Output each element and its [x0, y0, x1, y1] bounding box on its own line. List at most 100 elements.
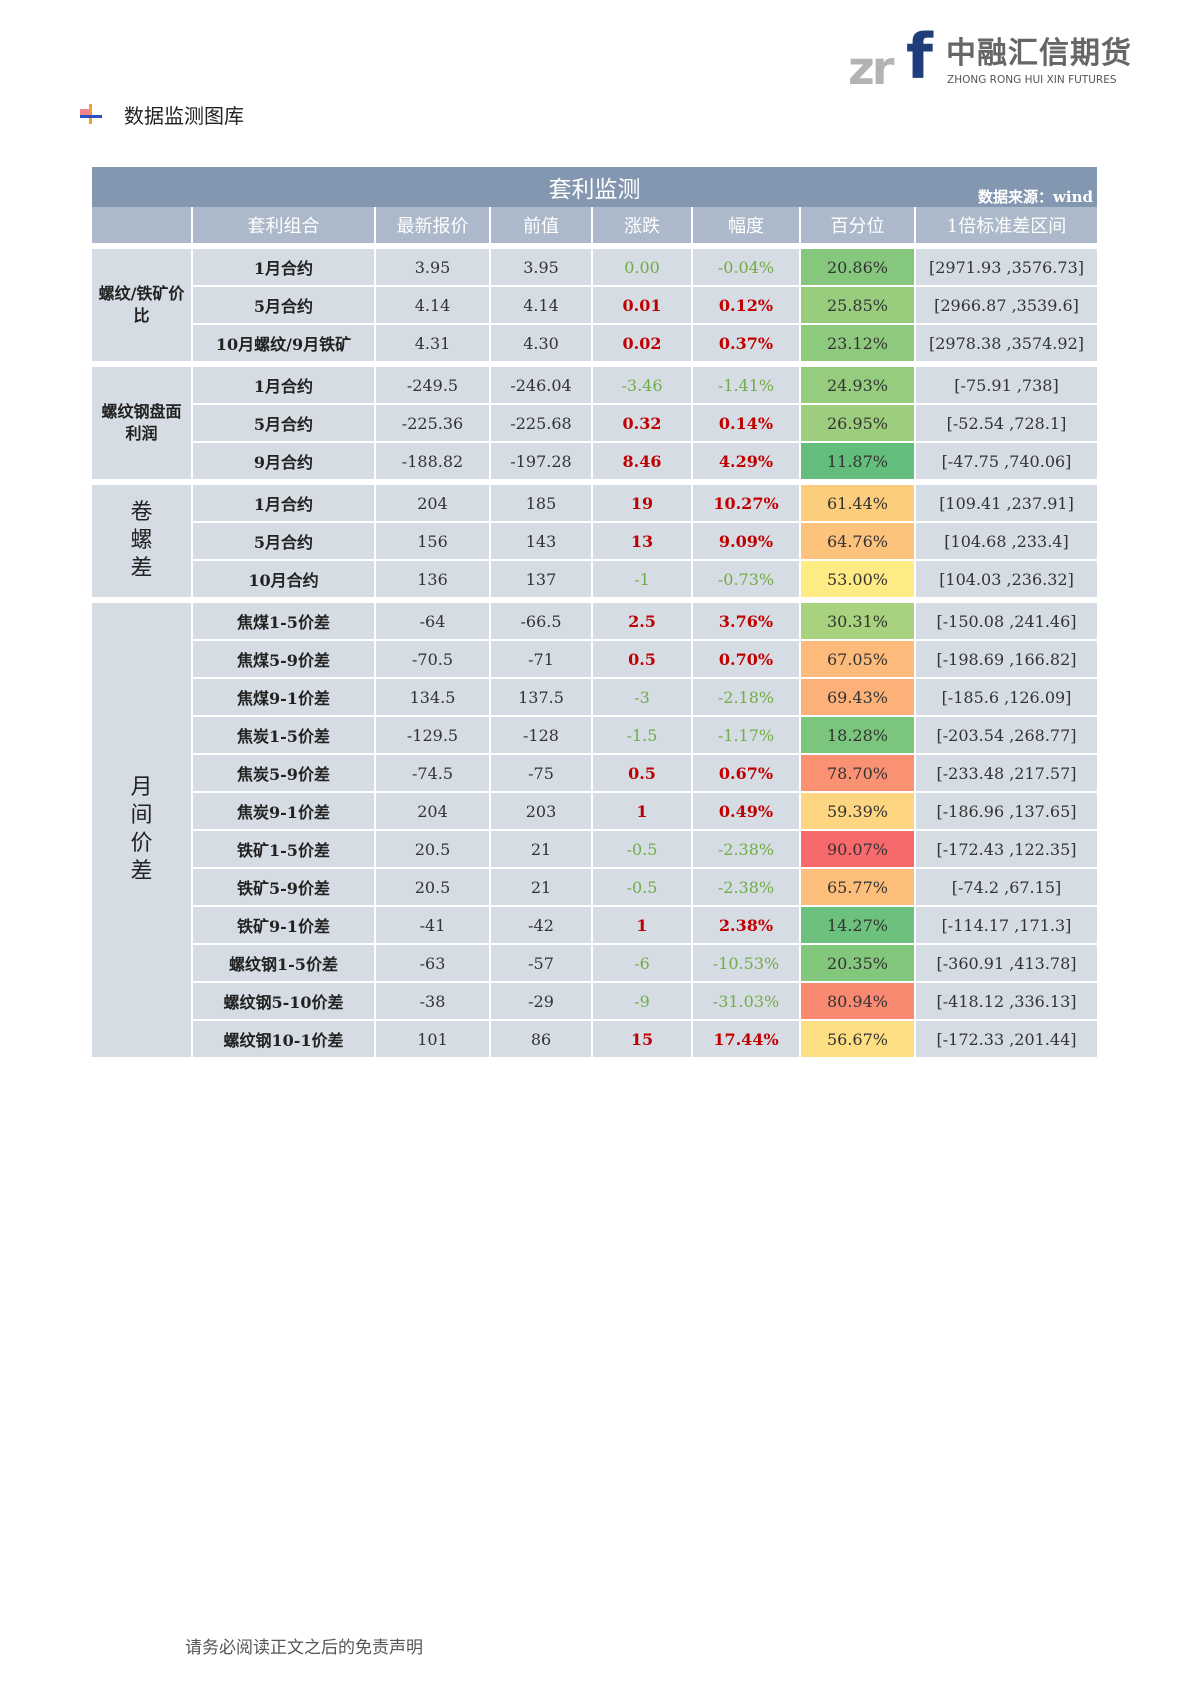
cell-latest: 136: [374, 559, 490, 600]
cell-pct: 0.14%: [691, 403, 800, 442]
cell-latest: -74.5: [374, 753, 490, 792]
cell-change: 0.32: [591, 403, 692, 442]
cell-change: 2.5: [591, 597, 692, 640]
cell-pct: 9.09%: [691, 521, 800, 560]
data-source: 数据来源：wind: [977, 188, 1093, 206]
table-row: 焦煤5-9价差 -70.5 -71 0.5 0.70% 67.05% [-198.69 ,1…: [92, 639, 1097, 678]
cell-percentile: 24.93%: [799, 361, 915, 404]
cell-change: -0.5: [591, 867, 692, 906]
cell-range: [-150.08 ,241.46]: [914, 597, 1097, 640]
cell-pct: 0.37%: [691, 323, 800, 364]
cell-prev: -75: [489, 753, 592, 792]
section-heading: 数据监测图库: [80, 100, 244, 129]
cell-latest: 20.5: [374, 829, 490, 868]
cell-prev: 3.95: [489, 243, 592, 286]
cell-name: 铁矿5-9价差: [191, 867, 375, 906]
cell-range: [-172.43 ,122.35]: [914, 829, 1097, 868]
table-row: 卷螺差 1月合约 204 185 19 10.27% 61.44% [109.41 ,237.…: [92, 479, 1097, 600]
cell-name: 5月合约: [191, 521, 375, 560]
cell-change: -1: [591, 559, 692, 600]
header-prev: 前值: [489, 207, 592, 246]
cell-range: [-172.33 ,201.44]: [914, 1019, 1097, 1057]
cell-prev: 143: [489, 521, 592, 560]
cell-percentile: 69.43%: [799, 677, 915, 716]
cell-latest: 204: [374, 791, 490, 830]
cell-range: [104.03 ,236.32]: [914, 559, 1097, 600]
table-row: 螺纹钢10-1价差 101 86 15 17.44% 56.67% [-172.33 ,20…: [92, 1019, 1097, 1057]
cell-change: 0.5: [591, 639, 692, 678]
cell-pct: 17.44%: [691, 1019, 800, 1057]
cell-percentile: 20.35%: [799, 943, 915, 982]
cell-prev: -225.68: [489, 403, 592, 442]
cell-latest: -188.82: [374, 441, 490, 482]
cell-pct: 10.27%: [691, 479, 800, 522]
cell-change: -6: [591, 943, 692, 982]
table-row: 焦炭9-1价差 204 203 1 0.49% 59.39% [-186.96 ,137.6…: [92, 791, 1097, 830]
cell-percentile: 80.94%: [799, 981, 915, 1020]
cell-name: 焦炭9-1价差: [191, 791, 375, 830]
cell-pct: -2.38%: [691, 829, 800, 868]
cell-prev: -57: [489, 943, 592, 982]
cell-prev: -66.5: [489, 597, 592, 640]
cell-percentile: 53.00%: [799, 559, 915, 600]
cell-pct: 0.70%: [691, 639, 800, 678]
group-label: 螺纹钢盘面利润: [92, 361, 192, 482]
cell-prev: -197.28: [489, 441, 592, 482]
table-row: 螺纹/铁矿价比 1月合约 3.95 3.95 0.00 -0.04% 20.86% [2971…: [92, 243, 1097, 364]
cell-change: -3: [591, 677, 692, 716]
header-percentile: 百分位: [799, 207, 915, 246]
cell-name: 1月合约: [191, 243, 375, 286]
table-title-row: 套利监测 数据来源：wind: [92, 167, 1097, 207]
cell-percentile: 90.07%: [799, 829, 915, 868]
cell-pct: 4.29%: [691, 441, 800, 482]
logo-chinese-name: 中融汇信期货: [946, 36, 1132, 71]
header-latest: 最新报价: [374, 207, 490, 246]
table-row: 10月螺纹/9月铁矿 4.31 4.30 0.02 0.37% 23.12% [2978.3…: [92, 323, 1097, 364]
cell-percentile: 56.67%: [799, 1019, 915, 1057]
disclaimer-footer: 请务必阅读正文之后的免责声明: [185, 1638, 423, 1658]
cell-pct: 2.38%: [691, 905, 800, 944]
cell-latest: -41: [374, 905, 490, 944]
cell-pct: -1.17%: [691, 715, 800, 754]
cell-prev: 21: [489, 867, 592, 906]
cell-prev: 4.14: [489, 285, 592, 324]
group-label: 卷螺差: [92, 479, 192, 600]
cell-range: [-185.6 ,126.09]: [914, 677, 1097, 716]
cell-latest: -64: [374, 597, 490, 640]
cell-percentile: 11.87%: [799, 441, 915, 482]
group-label: 月间价差: [92, 597, 192, 1057]
cell-pct: -2.38%: [691, 867, 800, 906]
cell-pct: 0.12%: [691, 285, 800, 324]
cell-range: [109.41 ,237.91]: [914, 479, 1097, 522]
table-row: 10月合约 136 137 -1 -0.73% 53.00% [104.03 ,236.32…: [92, 559, 1097, 600]
table-row: 焦炭5-9价差 -74.5 -75 0.5 0.67% 78.70% [-233.48 ,2…: [92, 753, 1097, 792]
table-row: 5月合约 4.14 4.14 0.01 0.12% 25.85% [2966.87 ,353…: [92, 285, 1097, 324]
cell-percentile: 78.70%: [799, 753, 915, 792]
cell-percentile: 65.77%: [799, 867, 915, 906]
cell-percentile: 18.28%: [799, 715, 915, 754]
cell-range: [104.68 ,233.4]: [914, 521, 1097, 560]
cell-prev: 21: [489, 829, 592, 868]
cell-range: [-186.96 ,137.65]: [914, 791, 1097, 830]
cell-range: [-74.2 ,67.15]: [914, 867, 1097, 906]
cell-prev: 4.30: [489, 323, 592, 364]
cell-range: [2978.38 ,3574.92]: [914, 323, 1097, 364]
cell-percentile: 20.86%: [799, 243, 915, 286]
header-change: 涨跌: [591, 207, 692, 246]
cell-range: [-198.69 ,166.82]: [914, 639, 1097, 678]
cell-name: 铁矿1-5价差: [191, 829, 375, 868]
cell-latest: -129.5: [374, 715, 490, 754]
table-row: 铁矿9-1价差 -41 -42 1 2.38% 14.27% [-114.17 ,171.3…: [92, 905, 1097, 944]
cross-bullet-icon: [80, 103, 102, 126]
cell-change: 13: [591, 521, 692, 560]
cell-name: 1月合约: [191, 361, 375, 404]
cell-latest: -225.36: [374, 403, 490, 442]
cell-latest: -38: [374, 981, 490, 1020]
cell-percentile: 30.31%: [799, 597, 915, 640]
section-title: 数据监测图库: [124, 104, 244, 128]
cell-change: -0.5: [591, 829, 692, 868]
cell-pct: -0.73%: [691, 559, 800, 600]
cell-pct: -31.03%: [691, 981, 800, 1020]
cell-latest: 4.31: [374, 323, 490, 364]
header-range: 1倍标准差区间: [914, 207, 1097, 246]
